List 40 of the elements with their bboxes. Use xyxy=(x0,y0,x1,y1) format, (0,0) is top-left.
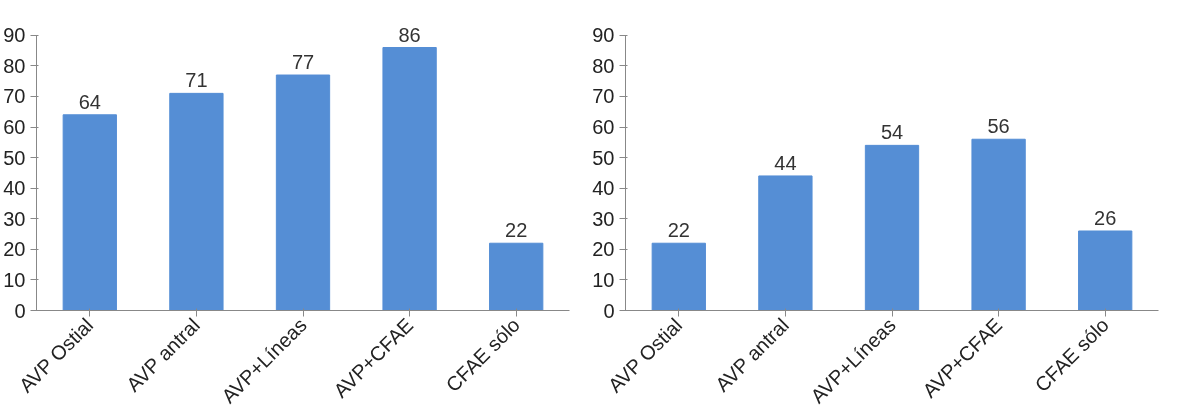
y-tick-label: 30 xyxy=(3,207,26,230)
y-tick-label: 30 xyxy=(592,207,615,230)
bar xyxy=(62,114,117,311)
bar xyxy=(864,144,920,311)
y-tick-label: 10 xyxy=(592,268,615,291)
y-tick-label: 40 xyxy=(592,177,615,200)
bar xyxy=(382,47,437,311)
y-tick-label: 80 xyxy=(592,54,615,77)
bar xyxy=(971,138,1026,311)
y-tick-label: 60 xyxy=(3,116,26,139)
y-tick-label: 10 xyxy=(3,268,26,291)
y-tick-label: 20 xyxy=(592,238,615,261)
data-label: 77 xyxy=(291,51,315,74)
y-tick-label: 70 xyxy=(3,85,26,108)
bar xyxy=(1078,230,1133,311)
bar xyxy=(489,242,544,311)
y-tick-label: 0 xyxy=(603,299,615,322)
data-label: 54 xyxy=(880,121,904,144)
data-label: 71 xyxy=(185,69,208,92)
y-tick-label: 0 xyxy=(14,299,26,322)
y-tick-label: 50 xyxy=(3,146,26,169)
y-tick-label: 80 xyxy=(3,54,26,77)
y-tick-label: 60 xyxy=(592,116,615,139)
y-tick-label: 40 xyxy=(3,177,26,200)
bar xyxy=(651,242,706,311)
data-label: 86 xyxy=(398,23,421,46)
y-tick-label: 50 xyxy=(592,146,615,169)
data-label: 26 xyxy=(1094,206,1117,229)
y-tick-label: 90 xyxy=(592,24,615,47)
data-label: 22 xyxy=(667,219,690,242)
y-tick-label: 90 xyxy=(3,24,26,47)
y-tick-label: 70 xyxy=(592,85,615,108)
y-tick-label: 20 xyxy=(3,238,26,261)
bar xyxy=(275,74,331,311)
data-label: 56 xyxy=(987,115,1010,138)
data-label: 64 xyxy=(78,90,101,113)
bar xyxy=(169,92,224,311)
bar xyxy=(758,175,813,311)
data-label: 22 xyxy=(505,219,528,242)
data-label: 44 xyxy=(774,151,797,174)
